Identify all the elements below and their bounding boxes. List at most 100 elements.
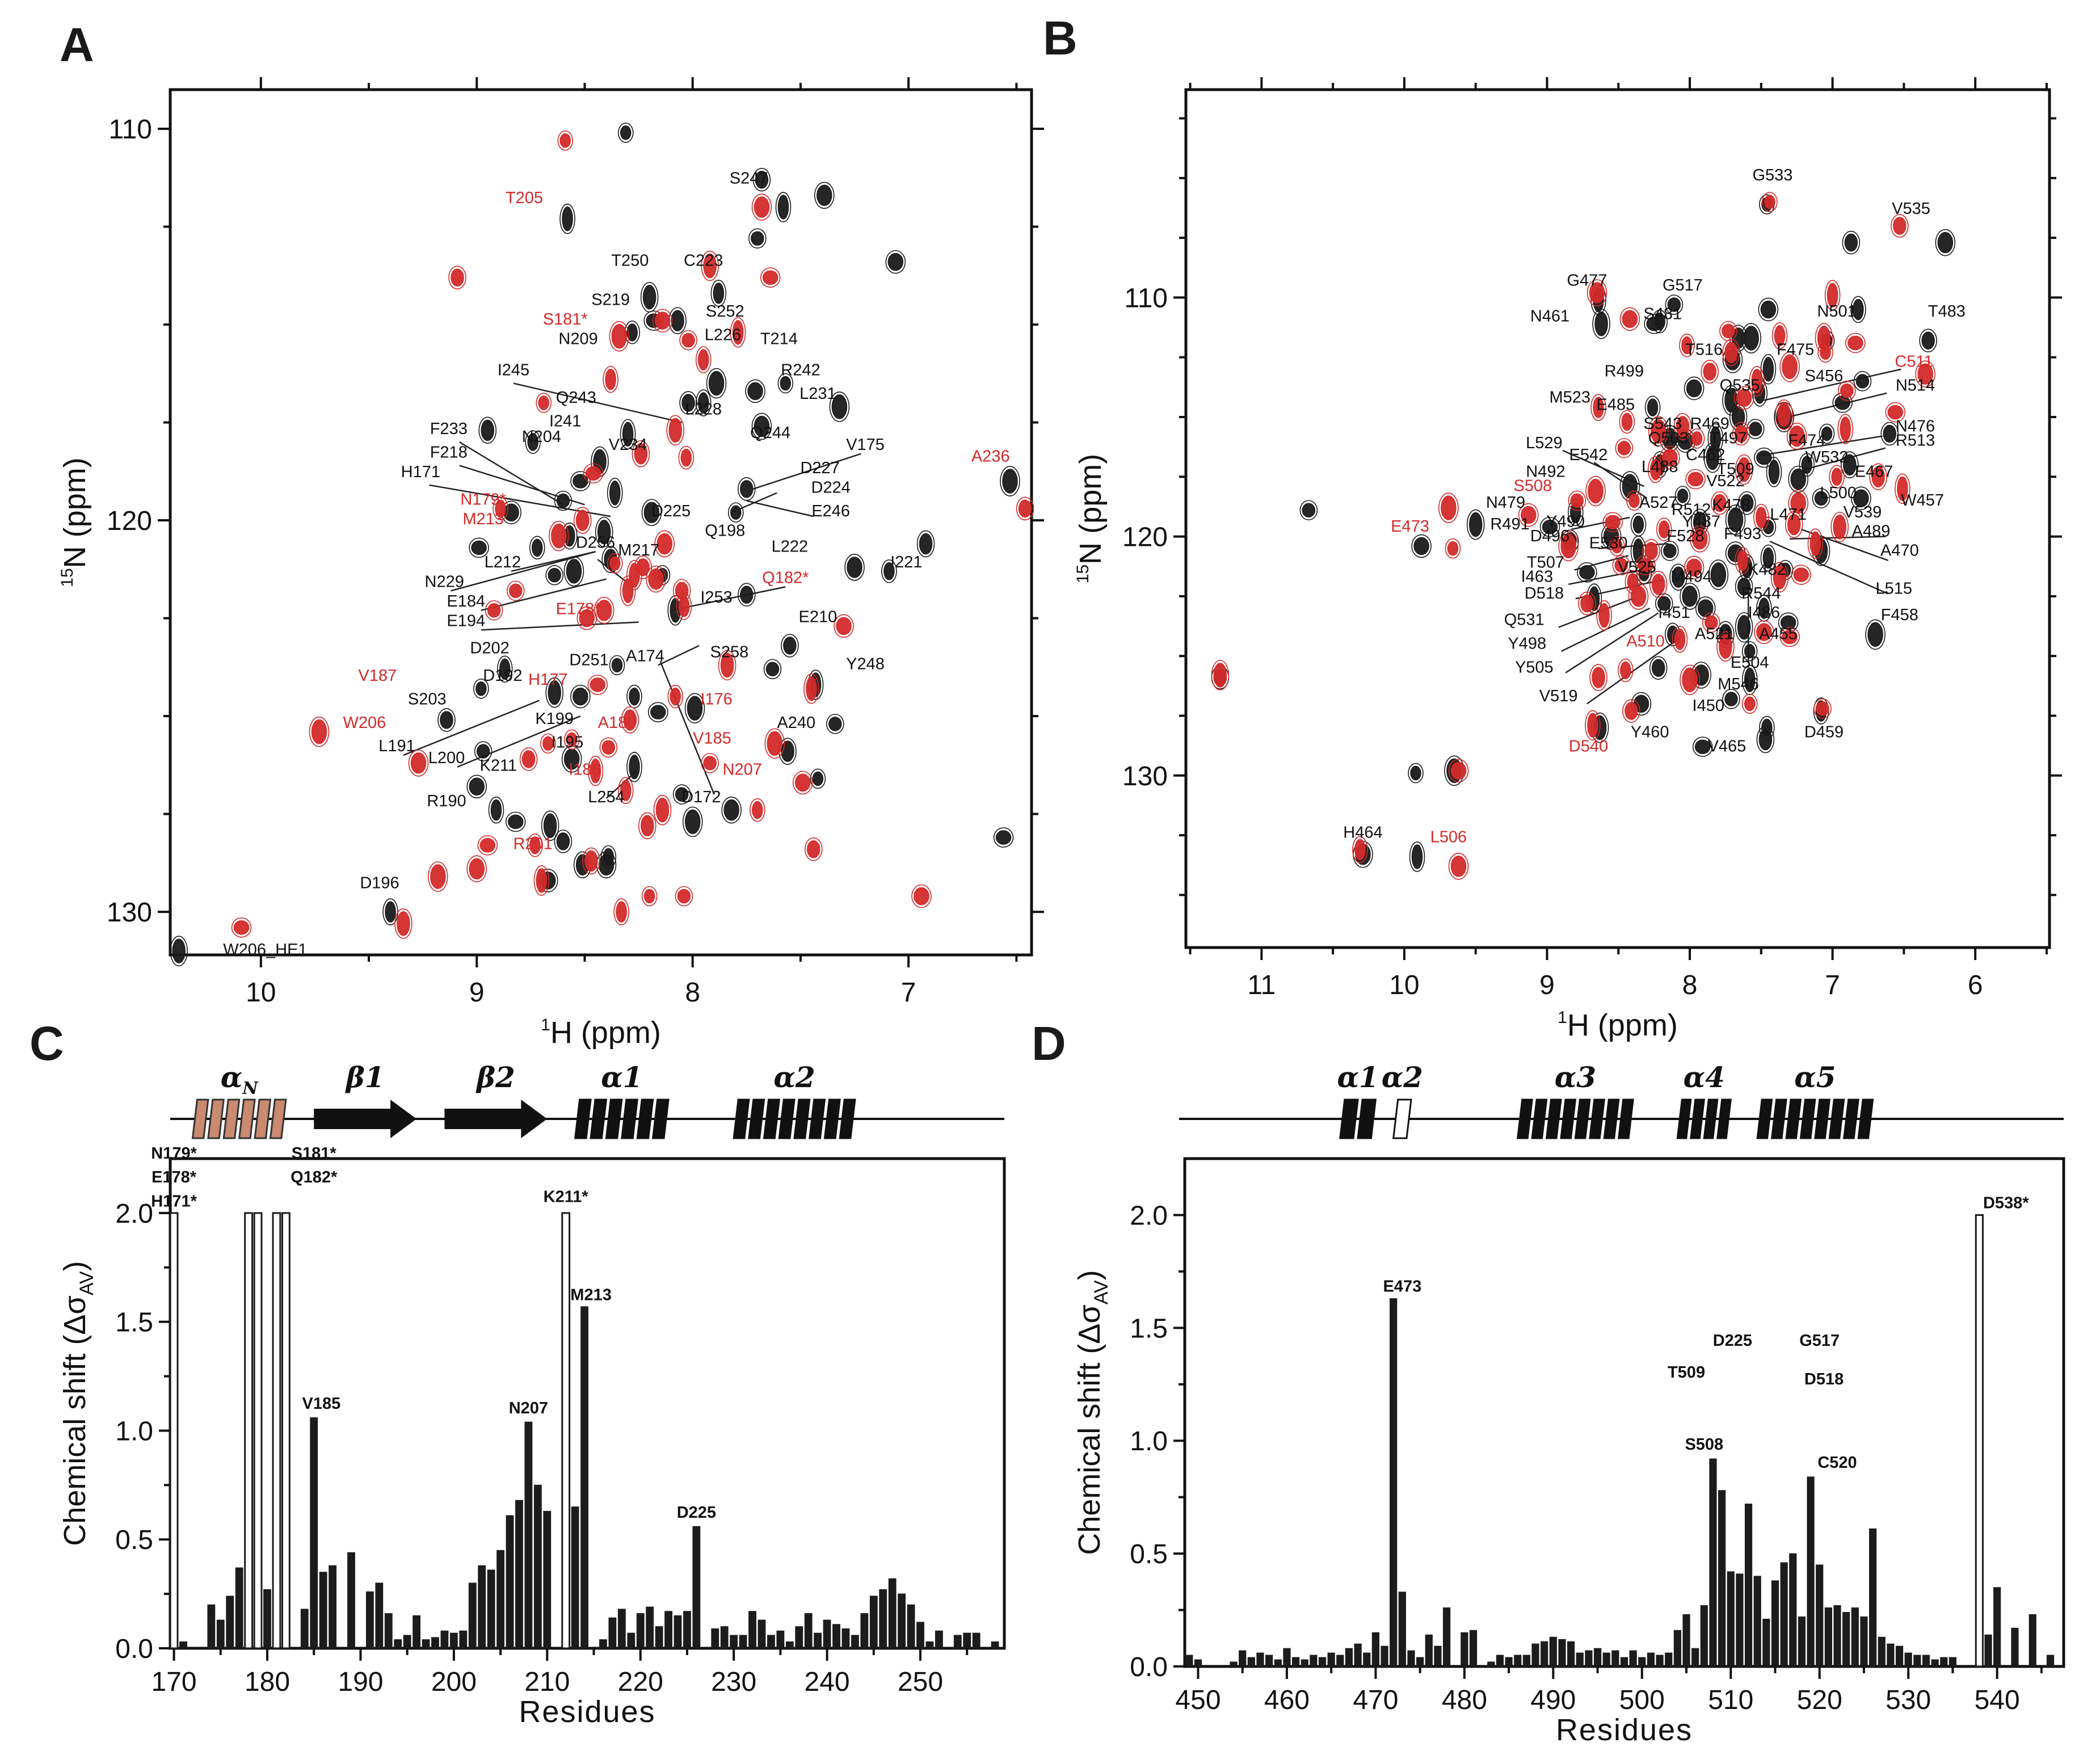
leader-line bbox=[459, 441, 564, 506]
y-axis-label-text: Chemical shift (Δσ bbox=[58, 1295, 92, 1546]
peak-contour-black bbox=[751, 412, 772, 440]
bar bbox=[711, 1628, 719, 1649]
bar bbox=[841, 1628, 850, 1649]
peak-contour-red bbox=[1685, 469, 1706, 490]
bar bbox=[235, 1567, 243, 1649]
bar bbox=[888, 1578, 897, 1649]
bar bbox=[431, 1637, 439, 1649]
peak-black bbox=[1756, 450, 1772, 465]
peak-contour-red bbox=[1762, 192, 1778, 212]
bar bbox=[319, 1572, 327, 1649]
peak-label: F218 bbox=[430, 444, 468, 462]
peak-red bbox=[616, 901, 627, 923]
peak-contour-black bbox=[1760, 544, 1777, 572]
peak-black bbox=[1632, 515, 1644, 534]
peak-label: A174 bbox=[626, 647, 664, 665]
bar bbox=[655, 1626, 663, 1649]
peak-red bbox=[1917, 363, 1933, 385]
peak-label: D251 bbox=[569, 651, 608, 669]
sse-helix-block bbox=[222, 1098, 241, 1139]
peak-red bbox=[1840, 383, 1854, 398]
peak-label: S543 bbox=[1643, 415, 1682, 433]
bar bbox=[1913, 1655, 1921, 1667]
peak-black bbox=[1667, 297, 1681, 312]
bar bbox=[1620, 1657, 1628, 1667]
sse-label: α2 bbox=[1382, 1060, 1423, 1094]
x-axis-label-text: H (ppm) bbox=[550, 1016, 661, 1050]
peak-red bbox=[620, 780, 632, 801]
bar bbox=[617, 1609, 626, 1649]
peak-red bbox=[648, 568, 664, 590]
peak-red bbox=[1820, 345, 1831, 360]
sse-label-text: β1 bbox=[345, 1060, 385, 1094]
x-tick-label: 240 bbox=[805, 1667, 850, 1697]
peak-contour-red bbox=[599, 737, 618, 758]
peak-label: F475 bbox=[1777, 340, 1814, 359]
peak-contour-black bbox=[170, 936, 188, 966]
peak-black bbox=[503, 503, 519, 521]
bar bbox=[449, 1632, 458, 1649]
bar bbox=[300, 1609, 309, 1649]
sse-label-text: α5 bbox=[1794, 1060, 1836, 1094]
peak-red bbox=[529, 836, 541, 854]
peak-contour-red bbox=[641, 886, 658, 907]
peak-black bbox=[1740, 494, 1754, 512]
bar bbox=[1700, 1605, 1708, 1667]
bar bbox=[496, 1550, 504, 1649]
bar bbox=[935, 1630, 943, 1649]
peak-red bbox=[1441, 495, 1457, 520]
peak-label: M523 bbox=[1549, 389, 1590, 407]
bar bbox=[925, 1641, 934, 1649]
peak-black bbox=[548, 567, 561, 583]
y-tick-label: 0.5 bbox=[1130, 1539, 1168, 1569]
peak-red bbox=[311, 719, 327, 744]
peak-contour-red bbox=[1647, 456, 1664, 483]
peak-black bbox=[1468, 512, 1483, 537]
peak-label: I451 bbox=[1658, 604, 1690, 622]
bar bbox=[646, 1606, 654, 1649]
peak-red bbox=[634, 443, 648, 465]
peak-red bbox=[1756, 507, 1767, 528]
peak-red bbox=[622, 578, 634, 604]
sse-helix-block bbox=[254, 1098, 272, 1139]
peak-red bbox=[601, 740, 616, 755]
peak-label: V185 bbox=[693, 729, 731, 747]
peak-black bbox=[543, 813, 557, 839]
peak-black bbox=[611, 658, 623, 673]
sse-label-text: α4 bbox=[1684, 1060, 1725, 1094]
peak-label: Q198 bbox=[705, 522, 745, 540]
sse-label: α5 bbox=[1794, 1060, 1836, 1094]
bar bbox=[459, 1630, 468, 1649]
bar bbox=[1638, 1657, 1646, 1667]
peak-contour-black bbox=[1850, 296, 1866, 323]
peak-label: V234 bbox=[609, 436, 647, 454]
peak-red bbox=[566, 732, 578, 747]
peak-contour-red bbox=[557, 130, 574, 151]
y-tick-label: 110 bbox=[1124, 283, 1168, 313]
leader-line bbox=[1764, 368, 1901, 401]
peak-black bbox=[469, 777, 485, 796]
bar bbox=[776, 1630, 785, 1649]
bar bbox=[1691, 1648, 1699, 1667]
peak-label: M217 bbox=[618, 541, 659, 559]
bar bbox=[1398, 1592, 1406, 1667]
peak-contour-black bbox=[721, 796, 742, 824]
x-tick-label: 230 bbox=[711, 1667, 756, 1697]
plot-frame-a bbox=[169, 88, 1033, 957]
peak-label: L471 bbox=[1770, 506, 1807, 524]
peak-black bbox=[697, 392, 709, 414]
peak-contour-black bbox=[1674, 486, 1691, 506]
sse-helix-block bbox=[1589, 1098, 1605, 1139]
peak-contour-red bbox=[609, 321, 630, 352]
peak-label: E178* bbox=[556, 600, 601, 618]
peak-black bbox=[887, 252, 904, 271]
bar bbox=[1984, 1634, 1992, 1667]
peak-red bbox=[1592, 667, 1605, 688]
peak-contour-black bbox=[1408, 763, 1424, 784]
bar bbox=[785, 1641, 794, 1649]
sse-helix-block bbox=[590, 1098, 608, 1139]
peak-contour-black bbox=[478, 416, 497, 444]
peak-black bbox=[471, 540, 487, 555]
bar-label: D225 bbox=[677, 1504, 716, 1522]
peak-contour-red bbox=[1824, 280, 1841, 311]
